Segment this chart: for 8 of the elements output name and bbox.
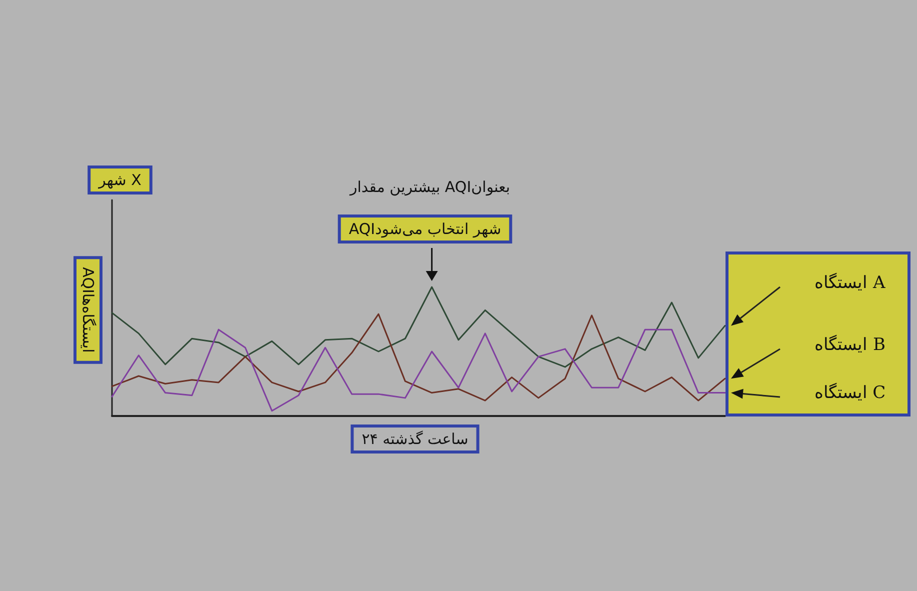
x-axis-title: ۲۴ ساعت گذشته [362,430,468,448]
text: AQIشهر انتخاب می‌شود [348,220,502,238]
text: بیشترین مقدار AQIبعنوان [348,178,510,196]
y-axis-title: AQIایستگاه‌ها [79,267,97,353]
text: ایستگاه B [814,334,886,355]
text: ایستگاه A [814,272,886,293]
text: ایستگاه C [814,382,886,403]
chart-title: شهر X [98,171,142,189]
